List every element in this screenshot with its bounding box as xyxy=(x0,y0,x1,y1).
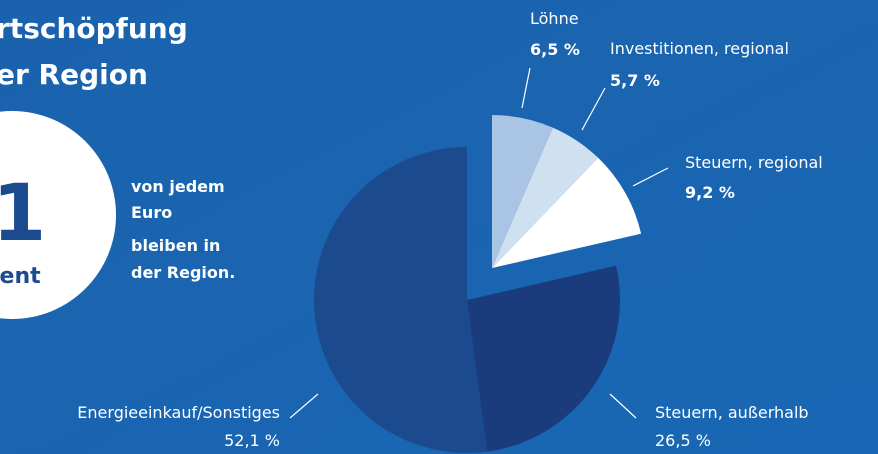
leader-line xyxy=(632,167,669,187)
slice-value: 6,5 % xyxy=(530,40,580,59)
pie-slice xyxy=(492,127,599,268)
badge-circle xyxy=(0,111,116,319)
title-line: rtschöpfung xyxy=(0,12,188,45)
slice-value: 9,2 % xyxy=(685,183,735,202)
pie-slice xyxy=(313,147,488,453)
pie-slice xyxy=(492,115,553,268)
pie-slice xyxy=(492,157,642,268)
title-line: er Region xyxy=(0,58,148,91)
slice-value: 52,1 % xyxy=(224,431,280,450)
badge-text: der Region. xyxy=(131,263,235,282)
slice-value: 5,7 % xyxy=(610,71,660,90)
leader-line xyxy=(521,67,531,109)
badge-number: 21 xyxy=(0,169,46,259)
slice-label: Investitionen, regional xyxy=(610,39,789,58)
slice-label: Steuern, außerhalb xyxy=(655,403,809,422)
slice-value: 26,5 % xyxy=(655,431,711,450)
slice-label: Löhne xyxy=(530,9,579,28)
leader-line xyxy=(289,393,319,419)
badge-unit: Cent xyxy=(0,264,41,289)
slice-label: Steuern, regional xyxy=(685,153,823,172)
badge-text: bleiben in xyxy=(131,236,220,255)
leader-line xyxy=(609,393,637,419)
badge-text: von jedem xyxy=(131,177,225,196)
slice-label: Energieeinkauf/Sonstiges xyxy=(77,403,280,422)
badge-text: Euro xyxy=(131,203,172,222)
pie-slice xyxy=(467,265,620,452)
leader-line xyxy=(581,87,606,131)
